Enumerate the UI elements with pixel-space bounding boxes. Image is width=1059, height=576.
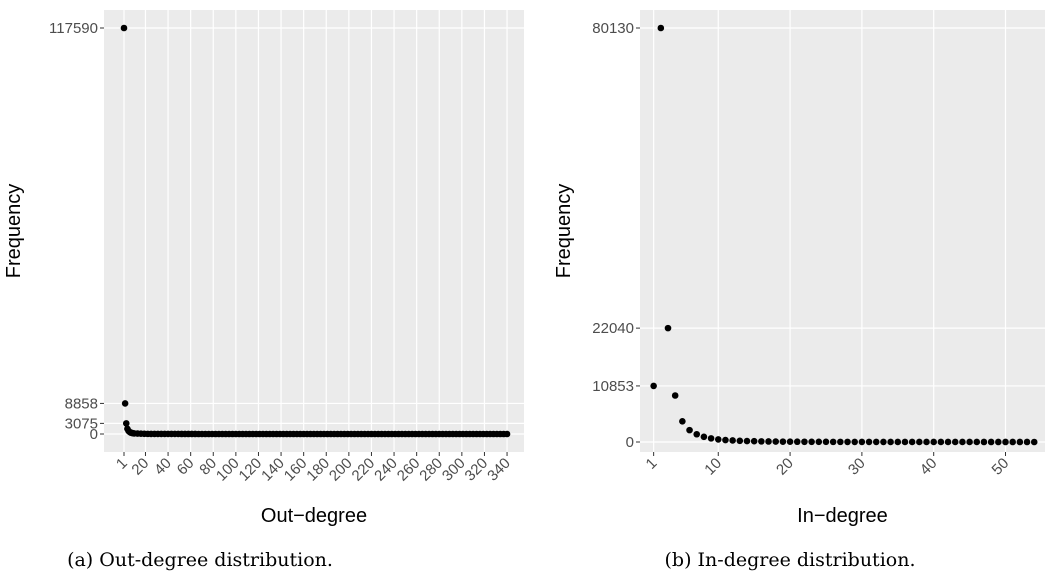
- point: [808, 438, 815, 446]
- y-tick-label: 80130: [592, 20, 634, 37]
- point: [1009, 438, 1016, 446]
- point: [786, 438, 794, 445]
- y-tick-label: 10853: [592, 378, 634, 395]
- point: [750, 437, 758, 445]
- x-tick-label: 20: [128, 455, 152, 479]
- point: [714, 436, 722, 443]
- y-tick-label: 0: [90, 426, 98, 443]
- point: [851, 438, 859, 446]
- point: [944, 438, 952, 446]
- point: [951, 438, 959, 446]
- point: [930, 438, 937, 446]
- point: [503, 430, 511, 438]
- point: [693, 430, 701, 438]
- point: [894, 438, 902, 446]
- x-tick-label: 1: [113, 455, 131, 473]
- x-tick-label: 60: [174, 455, 198, 479]
- point: [822, 438, 830, 446]
- y-tick-label: 3075: [65, 415, 98, 432]
- y-tick-label: 8858: [65, 395, 98, 412]
- point: [657, 24, 665, 32]
- point: [980, 438, 988, 446]
- point: [650, 382, 657, 390]
- point: [815, 438, 823, 446]
- x-tick-label: 40: [151, 455, 175, 479]
- x-axis-title: In−degree: [797, 505, 888, 527]
- point: [664, 324, 672, 332]
- point: [743, 437, 751, 445]
- plot-background: [104, 10, 524, 452]
- point: [995, 438, 1002, 446]
- point: [937, 438, 945, 446]
- point: [671, 392, 679, 399]
- point: [829, 438, 837, 446]
- point: [758, 438, 765, 445]
- point: [729, 437, 736, 444]
- point: [686, 426, 693, 434]
- y-tick-label: 117590: [49, 20, 98, 37]
- point: [793, 438, 801, 446]
- point: [916, 438, 923, 446]
- point: [872, 438, 880, 446]
- point: [1023, 438, 1031, 446]
- point: [987, 438, 995, 446]
- point: [908, 438, 916, 446]
- point: [122, 420, 130, 427]
- plot-background: [640, 10, 1045, 452]
- point: [679, 418, 686, 425]
- point: [1016, 438, 1024, 446]
- point: [923, 438, 930, 446]
- caption: (b) In-degree distribution.: [665, 549, 916, 571]
- x-tick-label: 340: [484, 455, 514, 485]
- x-tick-label: 1: [643, 455, 661, 473]
- point: [887, 438, 894, 446]
- x-tick-label: 50: [989, 455, 1013, 479]
- point: [772, 438, 780, 445]
- point: [959, 438, 966, 446]
- point: [1030, 438, 1038, 446]
- point: [844, 438, 851, 446]
- x-tick-label: 30: [845, 455, 869, 479]
- point: [700, 433, 708, 441]
- point: [973, 438, 981, 446]
- x-tick-label: 20: [773, 455, 797, 479]
- point: [707, 435, 715, 442]
- y-tick-label: 22040: [592, 320, 634, 337]
- point: [765, 438, 772, 445]
- x-tick-label: 40: [917, 455, 941, 479]
- x-tick-label: 10: [701, 455, 725, 479]
- point: [901, 438, 909, 446]
- point: [1002, 438, 1009, 446]
- point: [880, 438, 887, 446]
- caption: (a) Out-degree distribution.: [67, 549, 333, 571]
- point: [858, 438, 866, 446]
- point: [801, 438, 808, 446]
- point: [736, 437, 744, 445]
- point: [722, 436, 729, 444]
- point: [779, 438, 787, 445]
- y-tick-label: 0: [626, 434, 634, 451]
- point: [837, 438, 844, 446]
- point: [865, 438, 873, 446]
- x-axis-title: Out−degree: [261, 505, 367, 527]
- point: [120, 24, 128, 32]
- point: [966, 438, 973, 446]
- y-axis-title: Frequency: [3, 184, 25, 279]
- y-axis-title: Frequency: [553, 184, 575, 279]
- point: [121, 400, 129, 407]
